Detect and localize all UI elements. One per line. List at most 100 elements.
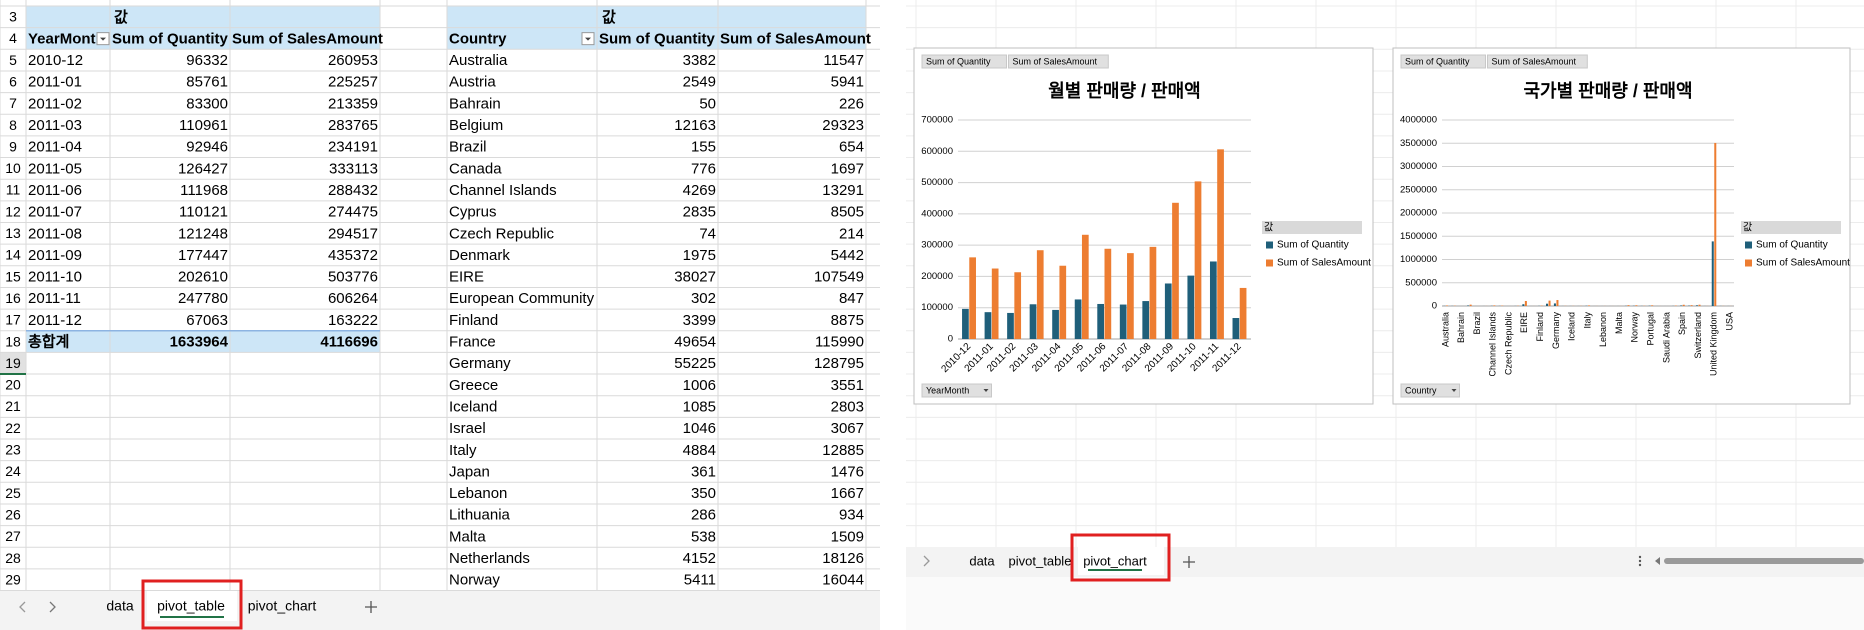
scroll-left[interactable] bbox=[19, 601, 26, 613]
y-tick-label: 400000 bbox=[921, 208, 953, 219]
cell: 2011-01 bbox=[28, 74, 82, 91]
legend-label: Sum of SalesAmount bbox=[1277, 258, 1371, 269]
row-number: 19 bbox=[5, 355, 21, 371]
cell: 4269 bbox=[683, 182, 716, 199]
bar bbox=[1007, 312, 1014, 339]
cell: 177447 bbox=[178, 247, 228, 264]
field-button-label[interactable]: Sum of SalesAmount bbox=[1013, 56, 1098, 66]
scroll-right[interactable] bbox=[49, 601, 56, 613]
bar bbox=[1187, 275, 1195, 339]
field-button[interactable] bbox=[1487, 54, 1588, 69]
cell: 1697 bbox=[831, 160, 864, 177]
row-number: 7 bbox=[9, 95, 17, 111]
legend-swatch bbox=[1745, 259, 1752, 267]
cell: 5411 bbox=[684, 572, 716, 589]
bar bbox=[1052, 309, 1059, 339]
cell: Denmark bbox=[449, 247, 510, 264]
cell: 226 bbox=[839, 95, 864, 112]
cell: 2011-08 bbox=[28, 225, 82, 242]
scroll-left-arrow[interactable] bbox=[1655, 557, 1660, 565]
cell: 361 bbox=[691, 463, 716, 480]
sheet-tab[interactable]: data bbox=[969, 553, 995, 568]
row-number: 13 bbox=[5, 225, 21, 241]
y-tick-label: 1000000 bbox=[1400, 254, 1437, 265]
values-caption: 값 bbox=[602, 8, 616, 26]
legend-title: 값 bbox=[1743, 222, 1752, 234]
legend-title-bg bbox=[1741, 221, 1841, 234]
cell: 503776 bbox=[328, 269, 378, 286]
x-tick-label: Brazil bbox=[1472, 312, 1482, 335]
row-number: 17 bbox=[5, 312, 21, 328]
field-button-label[interactable]: Sum of Quantity bbox=[1405, 56, 1470, 66]
sheet-tab[interactable]: pivot_table bbox=[157, 598, 225, 614]
cell: 3399 bbox=[683, 312, 716, 329]
cell: 2011-06 bbox=[28, 182, 82, 199]
cell: 213359 bbox=[328, 95, 378, 112]
bar bbox=[1682, 304, 1685, 306]
y-tick-label: 4000000 bbox=[1400, 115, 1437, 126]
legend-swatch bbox=[1266, 241, 1273, 249]
axis-field-button[interactable] bbox=[1400, 383, 1460, 398]
y-tick-label: 500000 bbox=[921, 177, 953, 188]
sheet-tab[interactable]: data bbox=[106, 598, 133, 614]
sheet-tab[interactable]: pivot_chart bbox=[1083, 553, 1147, 568]
more-dot bbox=[1638, 559, 1642, 563]
axis-field-label[interactable]: Country bbox=[1405, 385, 1437, 395]
bar bbox=[1469, 304, 1472, 306]
legend-label: Sum of Quantity bbox=[1277, 240, 1349, 251]
cell: 5442 bbox=[831, 247, 864, 264]
column-header: Sum of Quantity bbox=[599, 30, 715, 47]
row-number: 3 bbox=[9, 9, 17, 25]
h-scrollbar[interactable] bbox=[1664, 558, 1864, 564]
bar bbox=[1164, 283, 1172, 339]
cell: 8505 bbox=[831, 204, 864, 221]
cell: Australia bbox=[449, 52, 508, 69]
legend-label: Sum of SalesAmount bbox=[1756, 258, 1850, 269]
row-number: 15 bbox=[5, 268, 21, 284]
scroll-right[interactable] bbox=[923, 555, 930, 567]
row-number: 29 bbox=[5, 571, 21, 587]
x-tick-label: USA bbox=[1724, 312, 1734, 331]
axis-field-label[interactable]: YearMonth bbox=[926, 385, 969, 395]
cell: 654 bbox=[839, 139, 864, 156]
x-tick-label: United Kingdom bbox=[1709, 312, 1719, 376]
cell: 85761 bbox=[186, 74, 228, 91]
y-tick-label: 700000 bbox=[921, 115, 953, 126]
cell: Malta bbox=[449, 528, 486, 545]
highlight-box bbox=[1070, 533, 1171, 582]
cell: 1975 bbox=[683, 247, 716, 264]
axis-field-button[interactable] bbox=[921, 383, 992, 398]
cell: 96332 bbox=[186, 52, 228, 69]
cell: 11547 bbox=[823, 52, 864, 69]
cell: 13291 bbox=[822, 182, 864, 199]
y-tick-label: 200000 bbox=[921, 271, 953, 282]
y-tick-label: 3000000 bbox=[1400, 161, 1437, 172]
x-tick-label: Italy bbox=[1582, 312, 1592, 329]
bar bbox=[1081, 234, 1089, 339]
bar bbox=[1127, 253, 1134, 339]
bar bbox=[1690, 305, 1693, 306]
cell: 2011-09 bbox=[28, 247, 82, 264]
legend-title: 값 bbox=[1264, 222, 1273, 234]
field-button[interactable] bbox=[1400, 54, 1486, 69]
cell: 67063 bbox=[186, 312, 228, 329]
more-dot bbox=[1638, 555, 1642, 559]
field-button[interactable] bbox=[921, 54, 1007, 69]
cell: 1046 bbox=[683, 420, 716, 437]
cell: 49654 bbox=[674, 334, 716, 351]
sheet-tab[interactable]: pivot_chart bbox=[248, 598, 317, 614]
sheet-tab[interactable]: pivot_table bbox=[1009, 553, 1072, 568]
field-button[interactable] bbox=[1008, 54, 1109, 69]
filter-arrow bbox=[585, 37, 591, 41]
y-tick-label: 100000 bbox=[921, 302, 953, 313]
add-sheet[interactable] bbox=[1183, 556, 1195, 568]
add-sheet[interactable] bbox=[365, 601, 377, 613]
bar bbox=[1714, 142, 1717, 306]
row-number: 18 bbox=[5, 333, 21, 349]
column-header: Country bbox=[449, 30, 507, 47]
field-button-label[interactable]: Sum of SalesAmount bbox=[1492, 56, 1577, 66]
field-button-label[interactable]: Sum of Quantity bbox=[926, 56, 991, 66]
cell: Germany bbox=[449, 355, 511, 372]
cell: 83300 bbox=[186, 95, 228, 112]
